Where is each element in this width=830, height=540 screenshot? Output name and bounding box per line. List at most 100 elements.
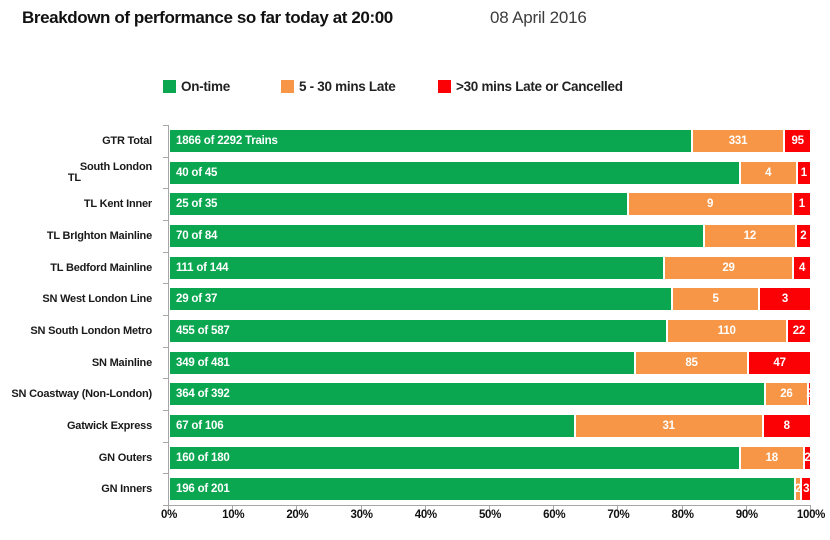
legend-item-on-time: On-time xyxy=(163,77,230,95)
segment-value-label: 5 xyxy=(712,293,719,306)
segment-on-time: 349 of 481 xyxy=(169,350,635,375)
page-title: Breakdown of performance so far today at… xyxy=(22,8,393,27)
segment-value-label: 2 xyxy=(804,451,811,464)
segment-on-time: 111 of 144 xyxy=(169,255,664,280)
segment-value-label: 1 xyxy=(800,166,807,179)
segment-on-time: 70 of 84 xyxy=(169,223,704,248)
stacked-bar: 196 of 201 2 3 xyxy=(169,477,811,502)
x-axis-tick-label: 10% xyxy=(222,509,245,521)
legend-item-late: 5 - 30 mins Late xyxy=(281,77,396,95)
x-axis-tick-label: 40% xyxy=(414,509,437,521)
segment-on-time: 29 of 37 xyxy=(169,287,673,312)
y-axis-tick xyxy=(163,315,168,316)
legend-label: On-time xyxy=(181,78,230,94)
segment-value-label: 4 xyxy=(765,166,772,179)
segment-late: 18 xyxy=(739,445,804,470)
bar-row: 29 of 37 5 3 xyxy=(169,283,811,315)
on-time-swatch-icon xyxy=(163,79,176,93)
x-axis-tick xyxy=(360,506,362,511)
segment-cancelled: 22 xyxy=(786,318,811,343)
segment-on-time: 25 of 35 xyxy=(169,192,628,217)
segment-cancelled: 47 xyxy=(748,350,811,375)
segment-cancelled: 1 xyxy=(792,192,811,217)
stacked-bar: 364 of 392 26 2 xyxy=(169,382,813,407)
x-axis-tick-label: 0% xyxy=(160,509,178,521)
segment-cancelled: 2 xyxy=(806,382,813,407)
stacked-bar: 455 of 587 110 22 xyxy=(169,318,811,343)
segment-value-label: 29 xyxy=(722,261,735,274)
y-axis-tick xyxy=(163,378,168,380)
segment-late: 85 xyxy=(634,350,749,375)
x-axis-tick xyxy=(617,506,619,511)
segment-cancelled: 8 xyxy=(762,413,811,438)
segment-value-label: 2 xyxy=(806,388,813,401)
segment-late: 5 xyxy=(672,287,759,312)
y-axis-tick xyxy=(163,283,168,285)
segment-value-label: 85 xyxy=(685,356,698,369)
category-label: SN Mainline xyxy=(91,356,152,369)
segment-late: 12 xyxy=(704,223,796,248)
report-date: 08 April 2016 xyxy=(490,8,587,27)
segment-cancelled: 1 xyxy=(796,160,811,185)
segment-on-time: 67 of 106 xyxy=(169,413,575,438)
bar-row: 455 of 587 110 22 xyxy=(169,315,811,347)
bar-row: 67 of 106 31 8 xyxy=(169,410,811,442)
category-label: GTR Total xyxy=(102,134,152,147)
segment-late: 29 xyxy=(663,255,794,280)
bar-row: 25 of 35 9 1 xyxy=(169,188,811,220)
y-axis-tick xyxy=(163,188,168,190)
stacked-bar: 70 of 84 12 2 xyxy=(169,223,811,248)
category-labels: GTR Total South London TL TL Kent Inner TL B… xyxy=(0,125,160,505)
x-axis-tick-label: 70% xyxy=(607,509,630,521)
segment-value-label: 22 xyxy=(792,324,806,337)
x-axis-tick xyxy=(681,506,683,511)
stacked-bar: 67 of 106 31 8 xyxy=(169,413,811,438)
segment-value-label: 29 of 37 xyxy=(176,293,218,306)
segment-value-label: 2 xyxy=(800,229,807,242)
x-axis-tick-label: 20% xyxy=(286,509,309,521)
segment-value-label: 2 xyxy=(795,483,802,496)
segment-value-label: 160 of 180 xyxy=(176,451,230,464)
category-label: SN Coastway (Non-London) xyxy=(11,388,152,401)
segment-on-time: 196 of 201 xyxy=(169,477,796,502)
category-label: GN Outers xyxy=(98,451,152,464)
bar-row: 196 of 201 2 3 xyxy=(169,473,811,505)
y-axis-tick xyxy=(163,473,168,475)
category-label: TL Kent Inner xyxy=(83,198,152,211)
stacked-bar: 349 of 481 85 47 xyxy=(169,350,811,375)
legend-label: >30 mins Late or Cancelled xyxy=(456,78,623,94)
segment-value-label: 349 of 481 xyxy=(176,356,230,369)
segment-value-label: 40 of 45 xyxy=(176,166,218,179)
x-axis-tick-label: 60% xyxy=(543,509,566,521)
legend-item-cancelled: >30 mins Late or Cancelled xyxy=(438,77,623,95)
segment-on-time: 1866 of 2292 Trains xyxy=(169,128,692,153)
x-axis-tick-label: 90% xyxy=(735,509,758,521)
y-axis-tick xyxy=(163,410,168,411)
segment-value-label: 47 xyxy=(773,356,786,369)
stacked-bar: 160 of 180 18 2 xyxy=(169,445,811,470)
segment-value-label: 1 xyxy=(798,198,805,211)
segment-value-label: 9 xyxy=(707,198,714,211)
x-axis-tick xyxy=(168,506,169,511)
segment-cancelled: 2 xyxy=(795,223,811,248)
bar-row: 364 of 392 26 2 xyxy=(169,378,813,410)
segment-value-label: 67 of 106 xyxy=(176,419,224,432)
category-label: TL Bedford Mainline xyxy=(50,261,152,274)
y-axis-tick xyxy=(163,156,168,158)
segment-value-label: 331 xyxy=(728,134,748,147)
segment-value-label: 25 of 35 xyxy=(176,198,218,211)
segment-value-label: 1866 of 2292 Trains xyxy=(176,134,278,147)
segment-late: 9 xyxy=(627,192,793,217)
x-axis-tick-label: 30% xyxy=(350,509,373,521)
bar-row: 40 of 45 4 1 xyxy=(169,157,811,189)
segment-on-time: 364 of 392 xyxy=(169,382,766,407)
segment-late: 2 xyxy=(795,477,802,502)
category-label: SN West London Line xyxy=(42,293,152,306)
x-axis-tick xyxy=(553,506,555,511)
segment-value-label: 3 xyxy=(803,483,810,496)
y-axis-tick xyxy=(163,441,168,443)
segment-cancelled: 4 xyxy=(793,255,811,280)
x-axis-tick-label: 80% xyxy=(671,509,694,521)
segment-value-label: 111 of 144 xyxy=(176,261,229,274)
